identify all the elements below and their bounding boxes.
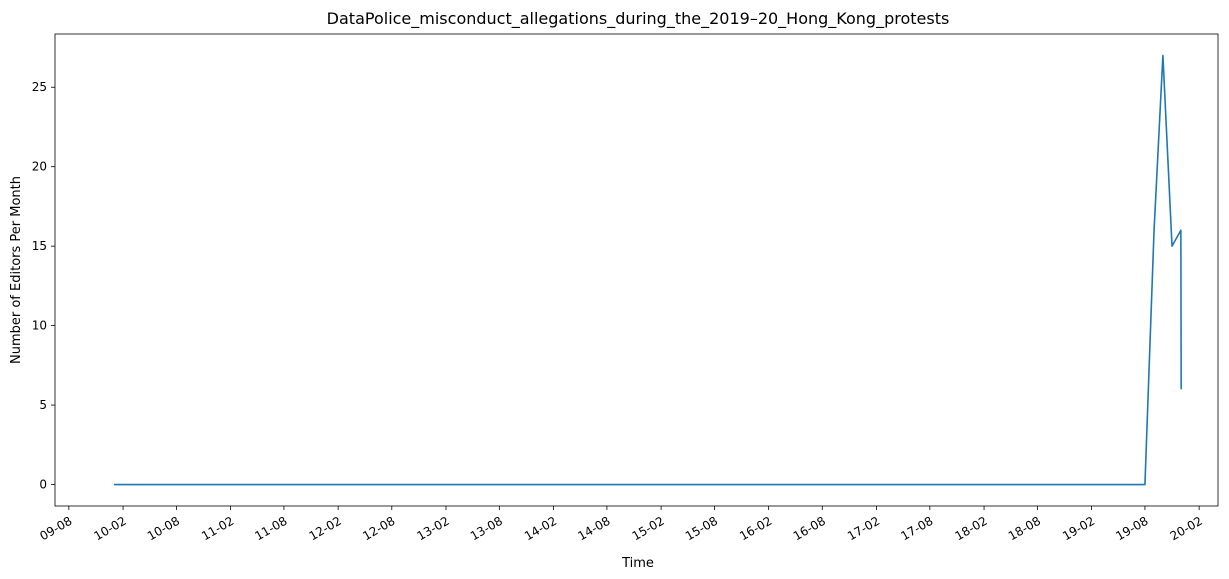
x-tick-label: 19-08 [1113,514,1150,544]
x-tick-label: 12-08 [360,514,397,544]
x-tick-label: 15-08 [683,514,720,544]
y-tick-label: 25 [32,80,47,94]
x-tick-label: 16-02 [737,514,774,544]
x-axis-label: Time [621,556,654,571]
axes: 0 5 10 15 20 25 09-08 10-02 10-08 11-02 11-08 12-02… [32,33,1219,544]
chart-title: DataPolice_misconduct_allegations_during… [327,9,950,29]
x-tick-label: 14-08 [575,514,612,544]
x-tick-label: 19-02 [1060,514,1097,544]
x-tick-label: 10-02 [92,514,129,544]
x-tick-label: 14-02 [522,514,559,544]
x-tick-label: 17-08 [898,514,935,544]
x-tick-label: 20-02 [1168,514,1205,544]
x-tick-label: 13-02 [415,514,452,544]
x-tick-label: 12-02 [307,514,344,544]
plot-frame [54,33,1219,507]
series-line [113,54,1182,486]
y-tick-label: 5 [39,398,47,412]
x-tick-label: 11-08 [252,514,289,544]
y-tick-label: 0 [39,478,47,492]
x-tick-label: 10-08 [145,514,182,544]
x-tick-label: 15-02 [630,514,667,544]
x-tick-label: 17-02 [845,514,882,544]
plot-series [113,54,1182,486]
x-tick-label: 09-08 [37,514,74,544]
x-tick-label: 18-02 [953,514,990,544]
y-axis-label: Number of Editors Per Month [9,176,24,364]
y-tick-label: 10 [32,319,47,333]
x-tick-label: 11-02 [199,514,236,544]
x-tick-label: 18-08 [1006,514,1043,544]
y-tick-label: 15 [32,239,47,253]
x-tick-label: 13-08 [468,514,505,544]
x-tick-label: 16-08 [791,514,828,544]
y-tick-label: 20 [32,160,47,174]
